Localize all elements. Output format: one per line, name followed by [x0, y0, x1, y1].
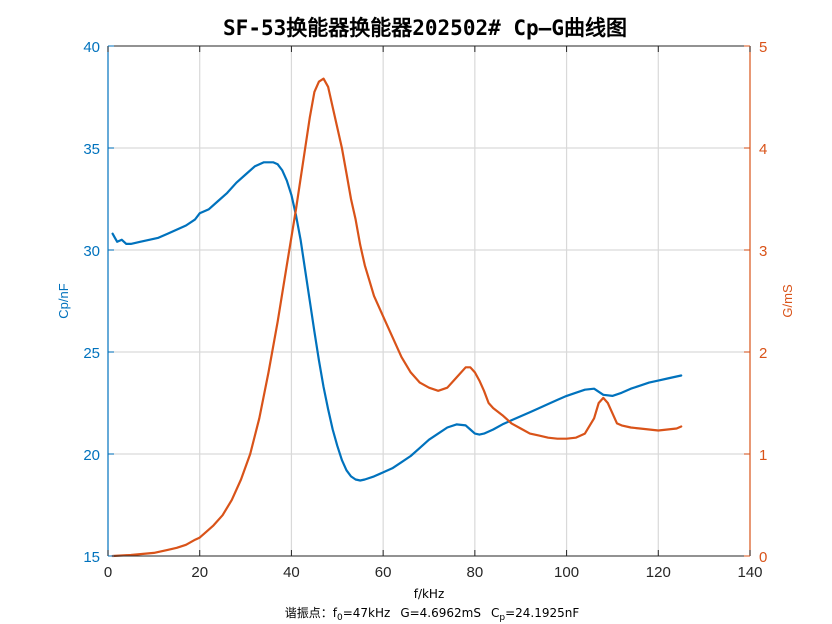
annotation-prefix: 谐振点：	[285, 606, 333, 620]
y-tick-label-left: 30	[83, 243, 100, 260]
cp-value: =24.1925nF	[505, 606, 579, 620]
resonance-annotation: 谐振点：f0=47kHz G=4.6962mS Cp=24.1925nF	[285, 606, 580, 623]
y-axis-label-right: G/mS	[780, 284, 795, 318]
y-tick-label-right: 5	[759, 39, 767, 56]
y-tick-label-right: 0	[759, 549, 767, 566]
x-tick-label: 120	[646, 564, 671, 581]
y-tick-label-left: 20	[83, 447, 100, 464]
g-value: G=4.6962mS	[400, 606, 481, 620]
x-tick-label: 20	[191, 564, 208, 581]
x-axis-label: f/kHz	[414, 587, 445, 601]
y-axis-label-left: Cp/nF	[56, 283, 71, 318]
f0-subscript: 0	[337, 613, 343, 623]
y-tick-label-left: 15	[83, 549, 100, 566]
y-tick-label-right: 4	[759, 141, 767, 158]
axes: 0 20 40 60 80 100 120 140 15 20 25 30 35 40 0 1 2 3 4 5	[83, 39, 767, 581]
f0-symbol: f	[333, 606, 338, 620]
y-tick-label-left: 40	[83, 39, 100, 56]
x-tick-label: 40	[283, 564, 300, 581]
y-tick-label-left: 25	[83, 345, 100, 362]
grid-lines	[108, 46, 750, 556]
x-tick-label: 140	[737, 564, 762, 581]
chart-title: SF-53换能器换能器202502# Cp—G曲线图	[223, 16, 627, 40]
y-tick-label-right: 2	[759, 345, 767, 362]
x-tick-label: 0	[104, 564, 112, 581]
x-tick-label: 80	[467, 564, 484, 581]
cp-series-line	[111, 161, 683, 482]
f0-value: =47kHz	[343, 606, 391, 620]
y-tick-label-right: 1	[759, 447, 767, 464]
series-layer	[111, 77, 683, 558]
y-tick-label-left: 35	[83, 141, 100, 158]
cp-symbol: C	[491, 606, 499, 620]
plot-area	[108, 46, 750, 556]
y-tick-label-right: 3	[759, 243, 767, 260]
g-series-line	[111, 77, 683, 558]
x-tick-label: 60	[375, 564, 392, 581]
cp-subscript: p	[499, 613, 505, 623]
x-tick-label: 100	[554, 564, 579, 581]
